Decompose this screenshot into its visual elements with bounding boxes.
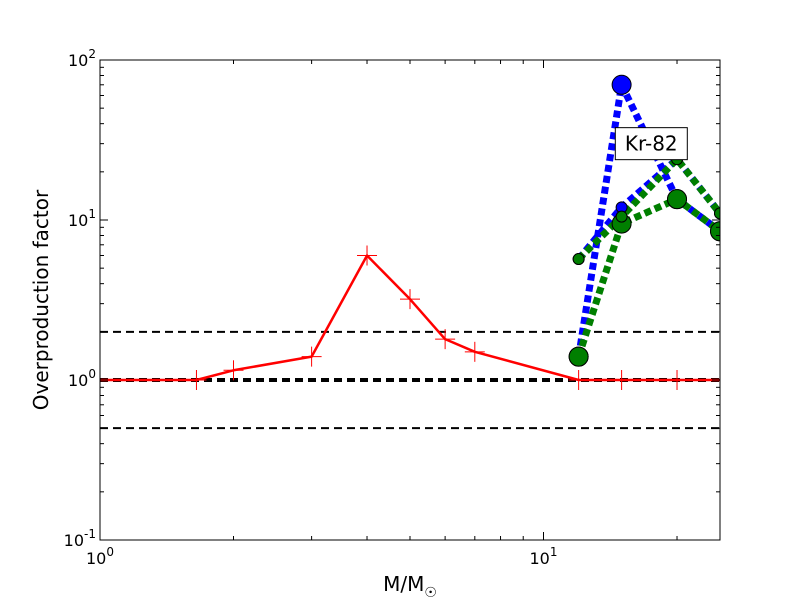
x-tick-label-0: 100: [86, 545, 114, 568]
series-line-1: [575, 81, 720, 358]
series-0-point-6: [435, 329, 456, 350]
series-0-point-2: [223, 360, 244, 381]
series-0-point-7: [464, 341, 485, 362]
series-0-point-5: [400, 289, 420, 310]
series-0-point-1: [186, 370, 207, 390]
x-tick-label-1: 101: [530, 545, 558, 568]
x-axis-label: M/M☉: [383, 572, 437, 600]
series-3-point-3: [710, 221, 720, 242]
series-4-point-3: [714, 207, 720, 220]
series-1-point-1: [611, 74, 632, 95]
series-0-point-8: [568, 370, 589, 390]
y-axis-label: Overproduction factor: [29, 189, 53, 410]
x-axis-label-subscript: ☉: [424, 585, 437, 600]
y-tick-label-1: 100: [68, 367, 96, 390]
x-axis-label-main: M/M: [383, 572, 424, 596]
series-line-3: [575, 195, 720, 358]
y-tick-label-3: 102: [68, 47, 96, 70]
series-line-0: [100, 254, 720, 382]
series-0-point-10: [667, 370, 688, 390]
series-4-point-1: [615, 210, 628, 223]
series-0-point-4: [357, 245, 378, 266]
series-0-point-3: [301, 346, 322, 367]
y-tick-label-2: 101: [68, 207, 96, 230]
series-4-point-0: [572, 253, 585, 266]
series-3-point-0: [568, 346, 589, 367]
series-0-point-9: [611, 370, 632, 390]
series-line-4: [576, 155, 720, 262]
y-tick-label-0: 10-1: [64, 527, 96, 550]
annotation-label: Kr-82: [625, 132, 678, 156]
series-3-point-2: [667, 189, 688, 210]
annotation-box: [614, 127, 688, 161]
